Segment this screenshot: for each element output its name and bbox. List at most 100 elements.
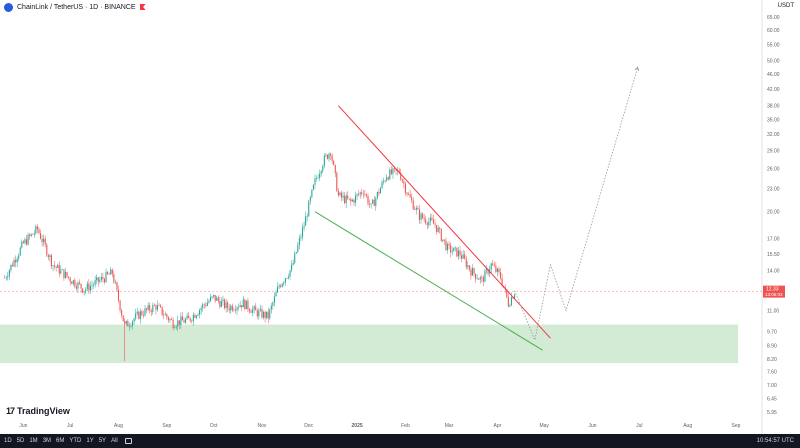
candle-body	[177, 320, 179, 327]
timeframe-1m[interactable]: 1M	[29, 438, 38, 444]
candle-body	[485, 269, 488, 271]
utc-clock[interactable]: 10:54:57 UTC	[756, 438, 794, 444]
candle-body	[135, 313, 137, 319]
tradingview-logo: 17 TradingView	[6, 406, 70, 416]
candle-body	[107, 271, 109, 275]
candle-body	[202, 304, 204, 309]
candle-body	[378, 192, 380, 194]
candle-body	[188, 315, 190, 318]
time-axis-label: Mar	[445, 423, 454, 429]
candle-body	[390, 169, 392, 174]
candle-body	[99, 279, 101, 282]
candle-body	[116, 282, 118, 290]
candle-body	[141, 311, 143, 315]
candle-body	[451, 251, 453, 253]
candle-body	[401, 179, 403, 182]
candle-body	[114, 282, 116, 283]
candle-body	[262, 311, 265, 318]
candle-body	[361, 192, 363, 194]
candle-body	[25, 239, 28, 245]
candle-body	[492, 263, 494, 266]
candle-body	[15, 260, 17, 263]
candle-body	[417, 207, 419, 210]
candle-body	[91, 285, 93, 286]
symbol-title[interactable]: ChainLink / TetherUS · 1D · BINANCE	[17, 3, 136, 11]
calendar-icon[interactable]	[124, 438, 132, 444]
price-axis-label: 7.60	[767, 370, 777, 376]
candle-body	[195, 315, 198, 318]
candle-body	[220, 301, 222, 307]
candle-body	[317, 177, 319, 179]
candle-body	[21, 241, 23, 248]
price-axis-label: 11.00	[767, 308, 779, 314]
candle-body	[77, 282, 79, 289]
candle-body	[33, 233, 35, 235]
candle-body	[47, 255, 49, 257]
candle-body	[19, 247, 21, 256]
candle-body	[407, 194, 410, 196]
candle-body	[306, 216, 308, 217]
candle-body	[85, 289, 87, 292]
candle-body	[228, 308, 230, 311]
flag-icon[interactable]	[139, 4, 146, 10]
timeframe-6m[interactable]: 6M	[56, 438, 65, 444]
candle-body	[241, 305, 243, 308]
timeframe-5d[interactable]: 5D	[16, 438, 25, 444]
candle-body	[66, 271, 68, 277]
candle-body	[362, 193, 364, 195]
candle-body	[144, 308, 146, 316]
candle-body	[191, 320, 193, 322]
candle-body	[63, 269, 65, 279]
candle-body	[425, 219, 427, 223]
candle-body	[328, 153, 330, 159]
candle-body	[345, 195, 347, 204]
candle-body	[453, 247, 455, 252]
candle-body	[322, 165, 324, 172]
timeframe-3m[interactable]: 3M	[42, 438, 52, 444]
candle-body	[339, 192, 341, 196]
candle-body	[496, 268, 498, 272]
timeframe-ytd[interactable]: YTD	[69, 438, 82, 444]
candle-body	[389, 169, 391, 180]
candle-body	[475, 273, 477, 279]
candle-body	[7, 276, 9, 278]
candle-body	[411, 197, 413, 201]
price-axis-label: 5.95	[767, 410, 777, 416]
candle-body	[29, 234, 31, 237]
candle-body	[392, 168, 394, 174]
candle-body	[209, 297, 212, 302]
candle-body	[342, 195, 344, 198]
candle-body	[426, 222, 428, 226]
candle-body	[121, 310, 123, 316]
candle-body	[439, 227, 441, 230]
timeframe-1d[interactable]: 1D	[4, 438, 12, 444]
candle-body	[437, 227, 439, 232]
timeframe-5y[interactable]: 5Y	[98, 438, 107, 444]
candle-body	[52, 265, 54, 267]
candle-body	[32, 234, 34, 235]
candle-body	[442, 239, 444, 241]
timeframe-all[interactable]: All	[111, 438, 118, 444]
candle-body	[167, 317, 169, 321]
candle-body	[409, 194, 411, 198]
candle-body	[13, 260, 15, 267]
candle-body	[369, 203, 371, 205]
tradingview-wordmark: TradingView	[17, 406, 70, 416]
currency-label[interactable]: USDT	[777, 3, 794, 9]
candle-body	[294, 253, 296, 263]
candle-body	[456, 247, 458, 257]
timeframe-1y[interactable]: 1Y	[86, 438, 94, 444]
candle-body	[461, 255, 463, 259]
candle-body	[217, 297, 219, 301]
time-axis-label: Dec	[304, 423, 313, 429]
price-chart[interactable]: 65.00 60.00 55.00 50.00 46.00 42.00 38.00 35.00…	[0, 0, 800, 434]
price-axis-label: 38.00	[767, 104, 780, 110]
candle-body	[239, 305, 241, 308]
candle-body	[102, 276, 104, 280]
candle-body	[336, 173, 338, 192]
candle-body	[301, 227, 304, 237]
candle-body	[275, 292, 277, 297]
candle-body	[412, 200, 414, 210]
price-axis-label: 35.00	[767, 117, 780, 123]
candle-body	[465, 258, 467, 267]
